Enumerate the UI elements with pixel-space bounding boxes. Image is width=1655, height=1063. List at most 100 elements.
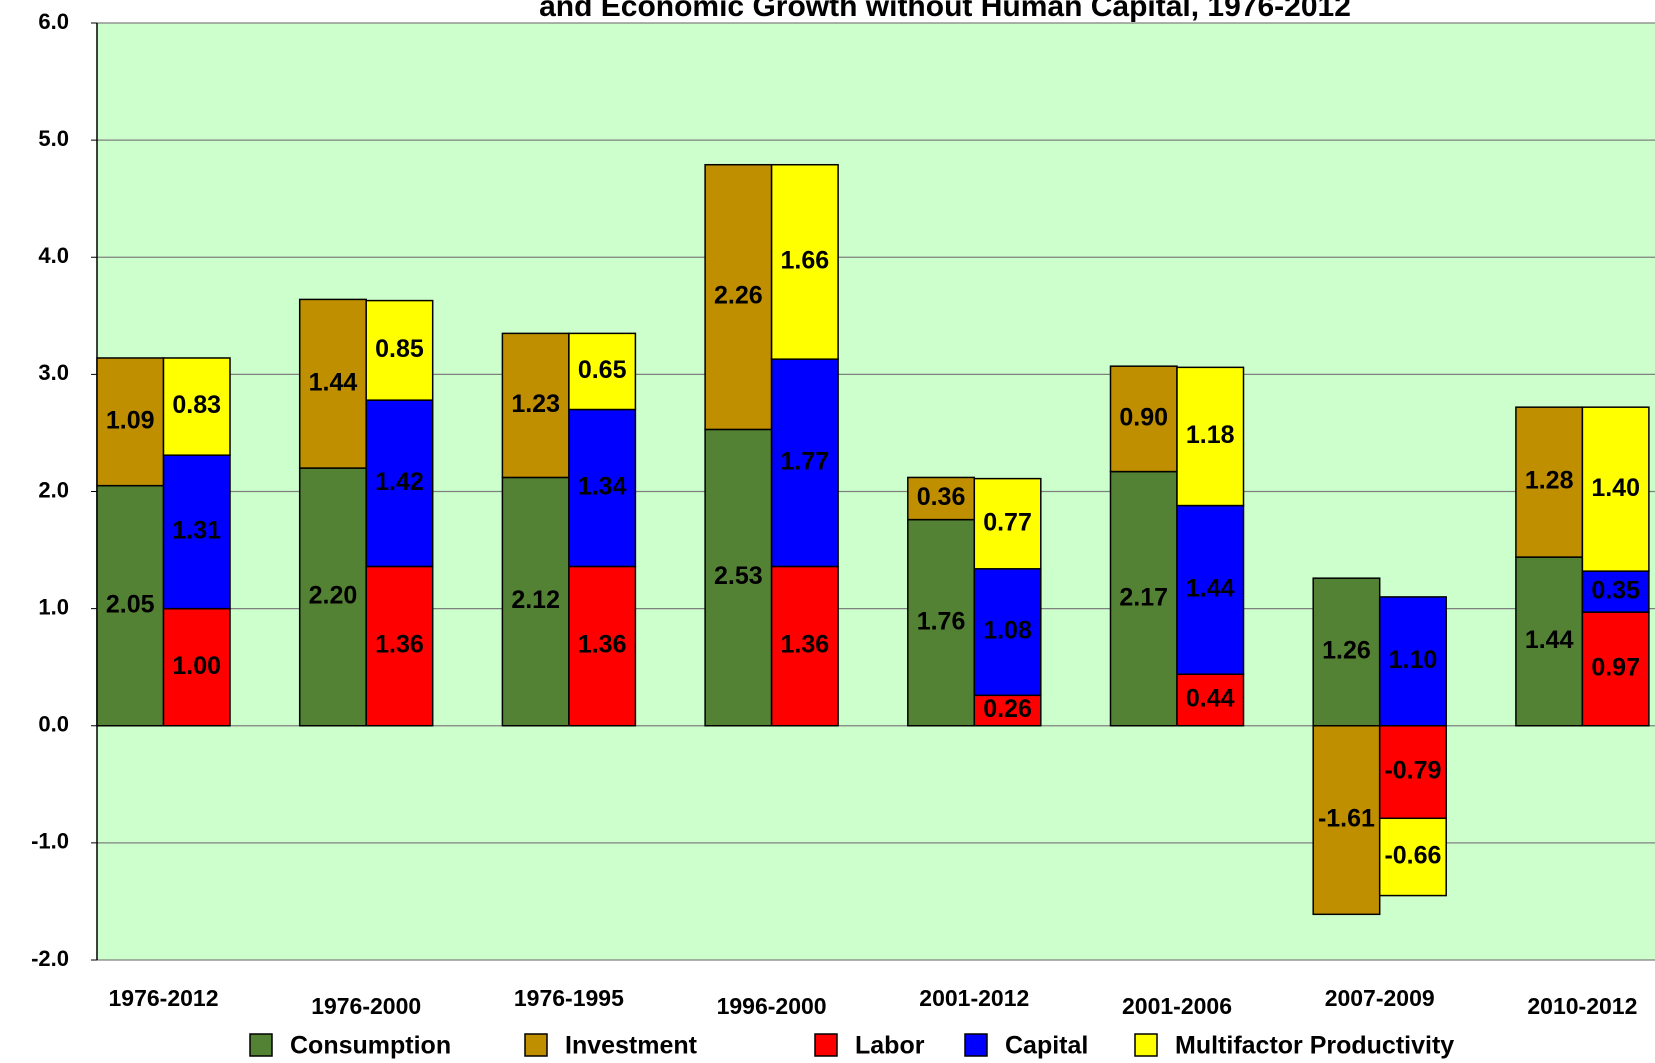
bar-segment [501,476,570,727]
legend-swatch [814,1033,838,1057]
data-label: 0.35 [1591,576,1640,604]
legend-swatch [964,1033,988,1057]
data-label: 0.90 [1119,403,1168,431]
y-tick-label: 3.0 [38,360,69,385]
bar-segment [1312,725,1381,916]
data-label: 1.66 [781,247,830,275]
bar-segment [96,357,165,487]
bar-segment [1378,817,1447,897]
data-label: 2.12 [511,586,560,614]
legend-label: Investment [565,1032,698,1060]
y-tick-label: 5.0 [38,126,69,151]
data-label: 1.44 [1525,626,1574,654]
data-label: 0.97 [1591,654,1640,682]
data-label: 0.44 [1186,685,1235,713]
bar-segment [1176,366,1245,507]
bar-segment [1176,673,1245,727]
legend-swatch [1134,1033,1158,1057]
bar-segment [704,428,773,727]
x-tick-label: 2010-2012 [1527,993,1637,1019]
y-tick-label: 0.0 [38,712,69,737]
data-label: 1.09 [106,406,155,434]
data-label: 0.83 [172,391,221,419]
x-tick-label: 2007-2009 [1325,985,1435,1011]
legend-label: Labor [855,1032,925,1060]
bar-segment [973,477,1042,570]
bar-segment [96,484,165,727]
x-tick-label: 1976-1995 [514,985,624,1011]
bar-segment [501,332,570,479]
bar-segment [770,565,839,727]
data-label: 1.10 [1389,646,1438,674]
legend-label: Consumption [290,1032,451,1060]
data-label: 1.18 [1186,421,1235,449]
y-tick-label: 4.0 [38,243,69,268]
data-label: 1.36 [781,631,830,659]
y-tick-label: -1.0 [31,829,69,854]
chart-title: and Economic Growth without Human Capita… [539,0,1351,23]
bar-segment [770,358,839,568]
bar-segment [907,476,976,521]
bar-segment [568,565,637,727]
data-label: 0.36 [917,483,966,511]
data-label: 0.77 [983,508,1032,536]
bar-segment [1515,406,1584,558]
data-label: 0.65 [578,356,627,384]
legend-label: Capital [1005,1032,1088,1060]
bar-segment [907,518,976,727]
data-label: 1.36 [578,631,627,659]
bar-segment [770,163,839,360]
y-tick-label: 2.0 [38,477,69,502]
bar-segment [1581,570,1650,613]
legend-label: Multifactor Productivity [1175,1032,1454,1060]
x-tick-label: 2001-2006 [1122,993,1232,1019]
legend-swatch [249,1033,273,1057]
bar-segment [1581,406,1650,572]
x-tick-label: 1976-2012 [109,985,219,1011]
x-tick-label: 2001-2012 [919,985,1029,1011]
data-label: 1.44 [1186,574,1235,602]
bar-segment [298,298,367,469]
data-label: 2.05 [106,590,155,618]
data-label: 2.17 [1119,583,1168,611]
data-label: 1.28 [1525,467,1574,495]
bar-segment [568,332,637,411]
bar-segment [162,607,231,727]
data-label: -0.79 [1384,757,1441,785]
bar-segment [1378,596,1447,727]
bar-segment [973,568,1042,697]
data-label: 1.08 [983,617,1032,645]
bar-segment [1109,365,1178,473]
bar-segment [365,299,434,401]
data-label: 1.76 [917,607,966,635]
data-label: 0.85 [375,335,424,363]
data-label: 2.20 [309,582,358,610]
data-label: 1.36 [375,631,424,659]
bar-segment [1581,611,1650,727]
data-label: 1.23 [511,390,560,418]
legend-swatch [524,1033,548,1057]
x-tick-label: 1996-2000 [717,993,827,1019]
bar-segment [568,408,637,568]
data-label: 1.44 [309,368,358,396]
y-tick-label: 6.0 [38,9,69,34]
data-label: 1.40 [1591,474,1640,502]
data-label: 1.42 [375,468,424,496]
data-label: 1.26 [1322,637,1371,665]
y-tick-label: -2.0 [31,946,69,971]
data-label: 0.26 [983,695,1032,723]
x-tick-label: 1976-2000 [311,993,421,1019]
data-label: 1.34 [578,473,627,501]
y-tick-label: 1.0 [38,594,69,619]
data-label: 2.26 [714,282,763,310]
data-label: 1.00 [172,652,221,680]
data-label: -1.61 [1318,805,1375,833]
bar-segment [1312,577,1381,727]
data-label: 1.77 [781,447,830,475]
bar-segment [298,467,367,727]
data-label: -0.66 [1384,842,1441,870]
bar-segment [365,399,434,568]
data-label: 1.31 [172,517,221,545]
bar-segment [162,357,231,456]
